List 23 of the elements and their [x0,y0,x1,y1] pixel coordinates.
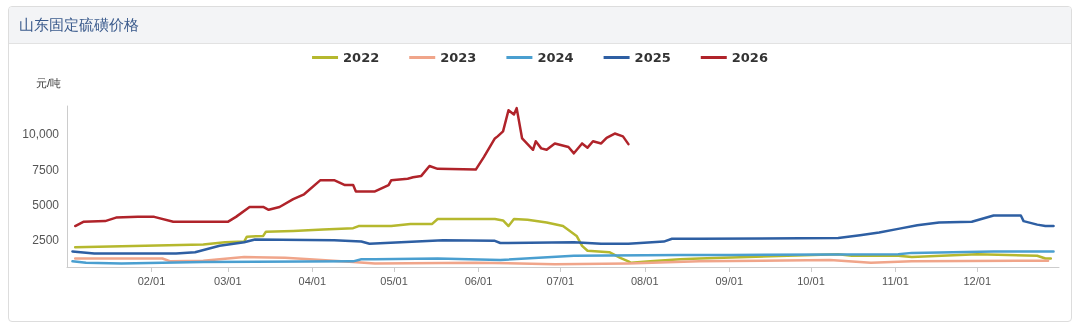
x-tick-label: 02/01 [137,274,166,287]
x-tick-label: 09/01 [715,274,744,287]
legend-label: 2026 [731,50,768,65]
x-tick-label: 11/01 [882,274,909,287]
x-tick-label: 06/01 [464,274,493,287]
y-tick-label: 2500 [32,233,60,248]
y-tick-label: 7500 [32,162,60,177]
x-tick-label: 07/01 [546,274,575,287]
y-tick-label: 10,000 [22,127,60,142]
chart-title: 山东固定硫磺价格 [9,7,1071,44]
legend-label: 2022 [343,50,380,65]
legend-label: 2024 [537,50,574,65]
legend-label: 2025 [634,50,671,65]
x-tick-label: 08/01 [630,274,659,287]
x-tick-label: 05/01 [380,274,408,287]
x-tick-label: 04/01 [298,274,327,287]
x-tick-label: 03/01 [214,274,242,287]
y-axis-title: 元/吨 [35,76,61,89]
y-tick-label: 5000 [32,197,60,212]
x-tick-label: 10/01 [797,274,825,287]
line-series [71,250,1055,265]
legend-label: 2023 [440,50,477,65]
x-tick-label: 12/01 [963,274,992,287]
